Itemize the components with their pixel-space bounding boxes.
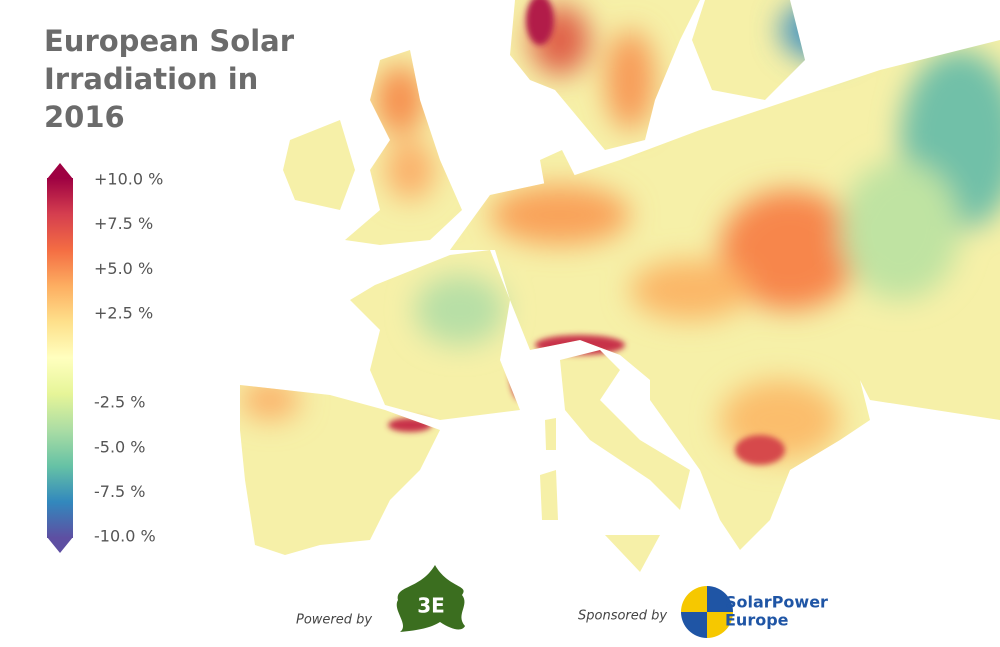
colorbar-tick-label: -2.5 % xyxy=(94,393,146,412)
colorbar-ticks: +10.0 % +7.5 % +5.0 % +2.5 % -2.5 % -5.0 % -7.… xyxy=(94,170,163,546)
sponsor-name-2: Europe xyxy=(725,611,789,630)
colorbar-tick-label: -5.0 % xyxy=(94,437,146,456)
colorbar-tick-label: -10.0 % xyxy=(94,527,156,546)
leaf-logo xyxy=(396,565,465,632)
colorbar-top-cap xyxy=(47,163,73,179)
colorbar-bottom-cap xyxy=(47,537,73,553)
sponsor-name-1: SolarPower xyxy=(725,593,828,612)
title: European Solar Irradiation in 2016 xyxy=(44,24,295,134)
logo-3e: 3E xyxy=(417,594,445,618)
colorbar-tick-label: +2.5 % xyxy=(94,303,153,322)
colorbar-tick-label: -7.5 % xyxy=(94,482,146,501)
sponsor-logo-icon xyxy=(681,586,733,638)
colorbar-tick-label: +5.0 % xyxy=(94,259,153,278)
colorbar-tick-label: +7.5 % xyxy=(94,214,153,233)
powered-by: Powered by xyxy=(296,613,372,628)
colorbar xyxy=(47,178,73,538)
sponsored-by: Sponsored by xyxy=(578,609,667,624)
colorbar-tick-label: +10.0 % xyxy=(94,170,163,189)
